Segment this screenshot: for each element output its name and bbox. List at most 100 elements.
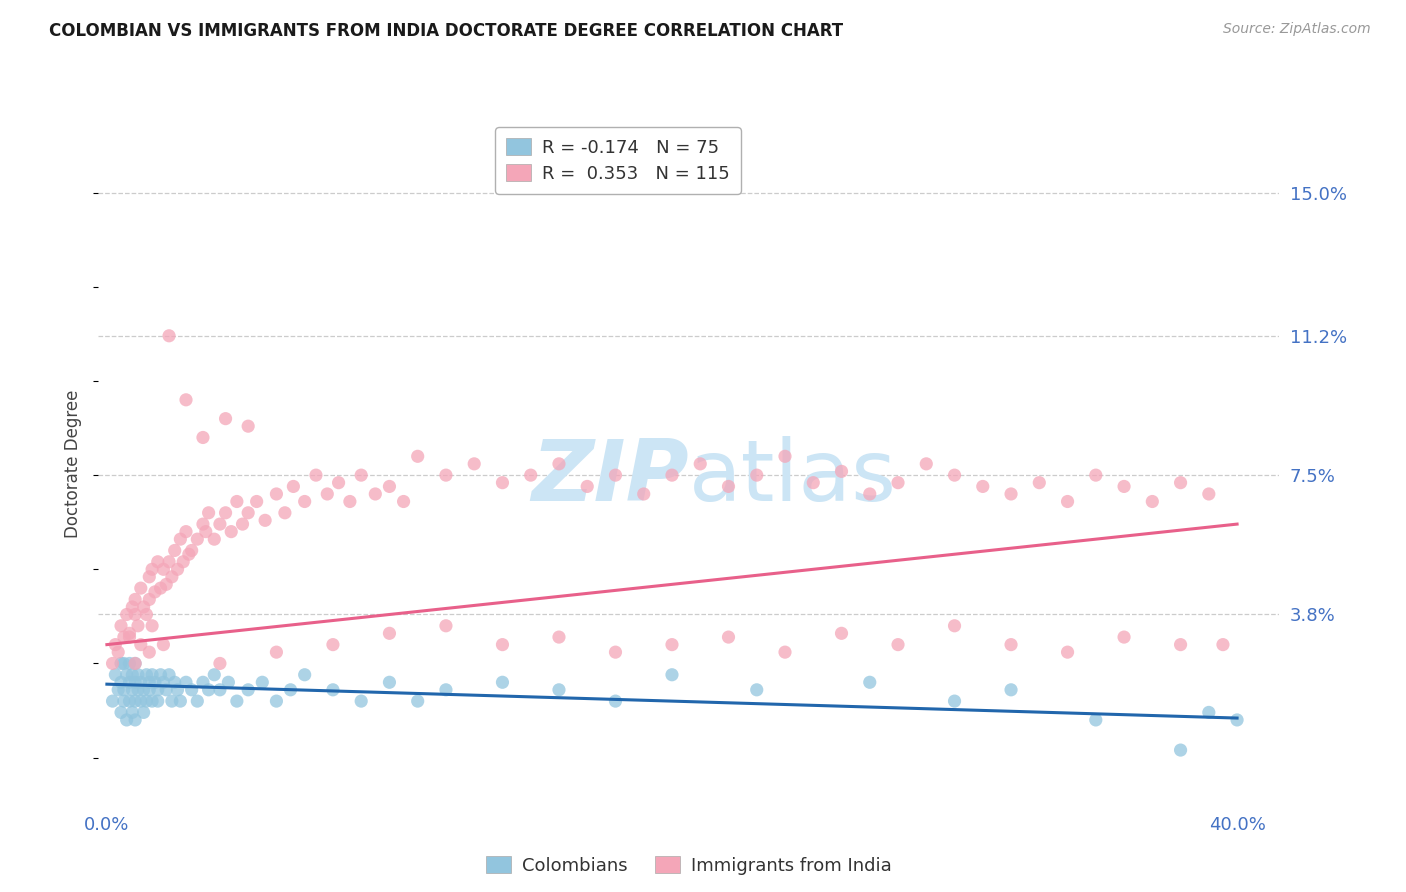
Point xyxy=(294,494,316,508)
Point xyxy=(294,667,316,681)
Point xyxy=(689,457,711,471)
Point xyxy=(350,468,373,483)
Point xyxy=(141,694,163,708)
Point xyxy=(191,430,214,444)
Point xyxy=(280,682,302,697)
Point xyxy=(112,694,135,708)
Point xyxy=(328,475,350,490)
Text: Source: ZipAtlas.com: Source: ZipAtlas.com xyxy=(1223,22,1371,37)
Point xyxy=(197,506,219,520)
Point xyxy=(392,494,415,508)
Point xyxy=(197,682,219,697)
Point xyxy=(191,675,214,690)
Point xyxy=(180,682,202,697)
Point xyxy=(186,532,208,546)
Point xyxy=(152,638,174,652)
Point xyxy=(1170,638,1192,652)
Point xyxy=(266,487,288,501)
Point xyxy=(434,619,457,633)
Point xyxy=(124,607,146,622)
Point xyxy=(274,506,297,520)
Point xyxy=(104,667,127,681)
Point xyxy=(378,626,401,640)
Point xyxy=(121,706,143,720)
Point xyxy=(378,479,401,493)
Point xyxy=(118,694,141,708)
Point xyxy=(138,570,160,584)
Point xyxy=(225,494,247,508)
Point xyxy=(1170,743,1192,757)
Point xyxy=(1170,475,1192,490)
Point xyxy=(1142,494,1164,508)
Point xyxy=(129,675,152,690)
Point xyxy=(1028,475,1050,490)
Point xyxy=(157,328,180,343)
Point xyxy=(434,682,457,697)
Point xyxy=(773,645,796,659)
Point xyxy=(141,667,163,681)
Point xyxy=(138,675,160,690)
Point xyxy=(605,468,627,483)
Point xyxy=(112,657,135,671)
Point xyxy=(1084,713,1107,727)
Point xyxy=(316,487,339,501)
Point xyxy=(191,517,214,532)
Point xyxy=(831,626,853,640)
Point xyxy=(1000,638,1022,652)
Point xyxy=(364,487,387,501)
Point xyxy=(166,682,188,697)
Point xyxy=(115,713,138,727)
Point xyxy=(121,599,143,614)
Point xyxy=(266,694,288,708)
Point xyxy=(118,626,141,640)
Point xyxy=(238,506,260,520)
Point xyxy=(246,494,269,508)
Point xyxy=(118,657,141,671)
Point xyxy=(406,694,429,708)
Point xyxy=(152,562,174,576)
Point xyxy=(943,619,966,633)
Point xyxy=(110,706,132,720)
Point xyxy=(231,517,253,532)
Point xyxy=(157,667,180,681)
Point xyxy=(172,555,194,569)
Point xyxy=(1000,487,1022,501)
Point xyxy=(135,694,157,708)
Point xyxy=(169,694,191,708)
Point xyxy=(127,682,149,697)
Point xyxy=(339,494,361,508)
Point xyxy=(406,450,429,464)
Point xyxy=(149,581,172,595)
Point xyxy=(605,645,627,659)
Point xyxy=(745,682,768,697)
Legend: Colombians, Immigrants from India: Colombians, Immigrants from India xyxy=(479,848,898,882)
Point xyxy=(661,638,683,652)
Point xyxy=(129,581,152,595)
Point xyxy=(124,675,146,690)
Point xyxy=(174,392,197,407)
Point xyxy=(943,694,966,708)
Point xyxy=(135,667,157,681)
Point xyxy=(143,585,166,599)
Point xyxy=(115,667,138,681)
Point xyxy=(633,487,655,501)
Point xyxy=(112,630,135,644)
Point xyxy=(1112,479,1135,493)
Point xyxy=(548,457,571,471)
Point xyxy=(252,675,274,690)
Point xyxy=(138,645,160,659)
Point xyxy=(160,694,183,708)
Point xyxy=(238,682,260,697)
Point xyxy=(1056,494,1078,508)
Point xyxy=(194,524,217,539)
Text: COLOMBIAN VS IMMIGRANTS FROM INDIA DOCTORATE DEGREE CORRELATION CHART: COLOMBIAN VS IMMIGRANTS FROM INDIA DOCTO… xyxy=(49,22,844,40)
Point xyxy=(107,645,129,659)
Point xyxy=(208,657,231,671)
Point xyxy=(548,630,571,644)
Point xyxy=(217,675,239,690)
Point xyxy=(491,638,513,652)
Point xyxy=(378,675,401,690)
Point xyxy=(157,555,180,569)
Point xyxy=(283,479,305,493)
Point xyxy=(166,562,188,576)
